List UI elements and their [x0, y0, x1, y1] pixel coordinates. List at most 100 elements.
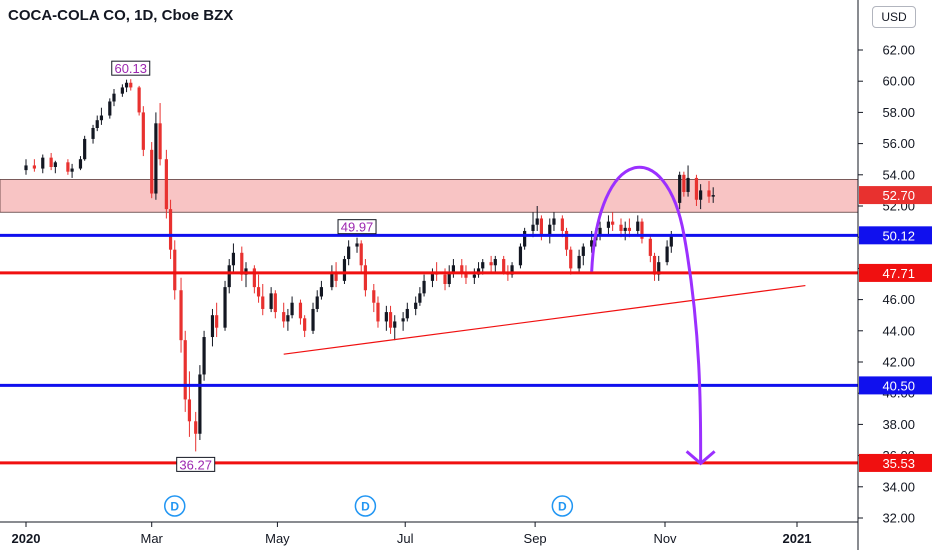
level-badge-40-50-text: 40.50	[882, 378, 915, 393]
candle-body	[627, 227, 631, 231]
candle-body	[648, 238, 652, 256]
candle-body	[652, 255, 657, 275]
candle-body	[252, 268, 256, 288]
dividend-marker-label: D	[361, 500, 370, 514]
y-tick-label: 56.00	[882, 136, 915, 151]
symbol-title: COCA-COLA CO, 1D, Cboe BZX	[6, 6, 236, 25]
candle-body	[682, 174, 686, 192]
candle-body	[359, 243, 363, 266]
candle-body	[535, 218, 539, 225]
currency-button[interactable]: USD	[872, 6, 916, 28]
extreme-label-2: 36.27	[176, 456, 216, 472]
extreme-label-text: 60.13	[114, 61, 147, 76]
candle-body	[418, 293, 422, 303]
level-badge-47-71-text: 47.71	[882, 266, 915, 281]
candle-body	[405, 308, 409, 319]
x-tick-label: Jul	[397, 531, 414, 546]
x-tick-label: May	[265, 531, 290, 546]
y-tick-label: 62.00	[882, 43, 915, 58]
extreme-label-0: 60.13	[111, 60, 151, 76]
candle-body	[269, 293, 273, 309]
candle-body	[215, 315, 219, 328]
zone-layer	[0, 179, 859, 213]
candle-body	[711, 195, 715, 197]
candle-body	[286, 315, 290, 322]
y-tick-label: 34.00	[882, 479, 915, 494]
candle-body	[112, 93, 116, 102]
level-badge-50-12	[859, 226, 932, 245]
candle-body	[150, 149, 154, 194]
candle-body	[95, 120, 99, 128]
candle-body	[384, 312, 388, 322]
candle-body	[120, 87, 124, 94]
candle-body	[598, 227, 602, 235]
candle-body	[303, 318, 307, 331]
candle-body	[198, 374, 202, 434]
x-tick-label: 2020	[12, 531, 41, 546]
level-badge-35-53	[859, 453, 932, 472]
extreme-label-box	[111, 60, 151, 76]
candle-body	[590, 240, 594, 247]
projection-curve	[590, 165, 703, 464]
candle-body	[606, 221, 611, 228]
candle-body	[282, 312, 286, 322]
candle-body	[414, 302, 418, 309]
extreme-label-box	[176, 456, 216, 472]
candle-body	[401, 318, 405, 322]
candles-layer	[24, 79, 715, 452]
candle-body	[523, 230, 527, 247]
y-tick-label: 32.00	[882, 511, 915, 526]
candle-body	[141, 112, 145, 150]
candle-body	[493, 259, 497, 266]
candle-body	[319, 287, 324, 297]
candle-body	[560, 218, 564, 231]
candle-body	[577, 255, 581, 269]
candle-body	[619, 224, 623, 231]
candle-body	[355, 243, 359, 247]
candle-body	[552, 218, 556, 225]
dividend-marker-label: D	[558, 500, 567, 514]
x-tick-label: 2021	[783, 531, 812, 546]
candle-body	[179, 290, 183, 341]
candle-body	[447, 271, 451, 284]
candle-body	[158, 123, 162, 160]
candle-body	[443, 274, 447, 284]
candle-body	[256, 287, 261, 297]
dividend-marker-0	[164, 495, 186, 517]
candle-body	[334, 271, 338, 281]
extreme-label-text: 49.97	[341, 220, 374, 235]
candle-body	[564, 230, 569, 250]
candle-body	[41, 157, 45, 169]
candle-body	[168, 209, 173, 250]
candle-body	[464, 271, 468, 278]
candle-body	[194, 421, 198, 434]
candle-body	[472, 274, 476, 278]
candle-body	[623, 227, 627, 231]
candle-body	[636, 221, 640, 231]
candle-body	[231, 252, 236, 266]
candle-body	[32, 165, 36, 169]
labels-layer: 60.13 49.97 36.27 D D D	[111, 60, 574, 517]
y-tick-label: 38.00	[882, 417, 915, 432]
candle-body	[240, 252, 244, 275]
candle-body	[173, 249, 177, 291]
candle-body	[388, 312, 393, 328]
candle-body	[686, 177, 690, 192]
candle-body	[290, 302, 294, 316]
candle-body	[108, 101, 112, 116]
y-tick-label: 46.00	[882, 292, 915, 307]
candle-body	[699, 190, 703, 200]
candle-body	[460, 265, 464, 272]
candle-body	[707, 190, 711, 197]
candle-body	[451, 265, 456, 272]
dividend-marker-label: D	[170, 500, 179, 514]
x-tick-label: Nov	[653, 531, 677, 546]
last-price-badge	[859, 186, 932, 205]
candle-body	[164, 159, 168, 210]
candle-body	[502, 259, 506, 272]
candle-body	[430, 271, 435, 281]
candle-body	[330, 271, 334, 288]
candle-body	[376, 302, 380, 322]
candle-body	[694, 177, 699, 200]
